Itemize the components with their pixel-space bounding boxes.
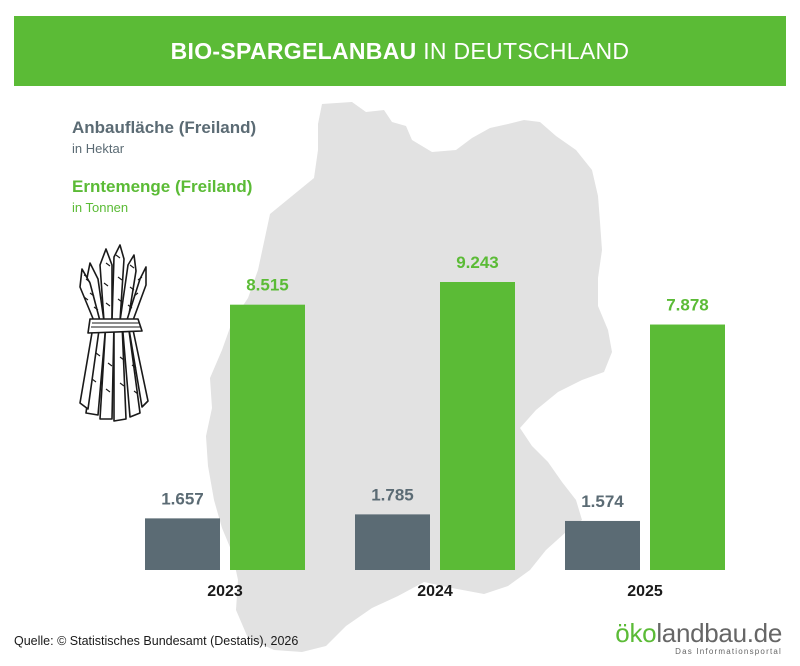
logo-tagline: Das Informationsportal — [675, 647, 782, 656]
bar-harvest-2023 — [230, 304, 305, 570]
title-rest: IN DEUTSCHLAND — [423, 37, 630, 64]
year-label-2023: 2023 — [207, 583, 243, 600]
title-bold: BIO-SPARGELANBAU — [170, 37, 417, 64]
legend-area-label: Anbaufläche (Freiland) — [72, 118, 257, 137]
bar-harvest-2024 — [440, 282, 515, 570]
asparagus-bundle-icon — [79, 244, 149, 422]
logo-wordmark: ökolandbau.de — [615, 620, 782, 646]
bar-area-2024 — [355, 514, 430, 570]
logo-part-landbau: landbau.de — [656, 618, 782, 648]
bar-area-2025 — [565, 520, 640, 570]
year-label-2024: 2024 — [417, 583, 453, 600]
legend-harvest-label: Erntemenge (Freiland) — [72, 177, 253, 196]
year-label-2025: 2025 — [627, 583, 663, 600]
source-note: Quelle: © Statistisches Bundesamt (Desta… — [14, 634, 299, 648]
oekolandbau-logo[interactable]: ökolandbau.de Das Informationsportal — [615, 620, 782, 656]
title-banner: BIO-SPARGELANBAU IN DEUTSCHLAND — [14, 16, 786, 86]
bar-area-2023 — [145, 518, 220, 570]
bar-harvest-2025 — [650, 324, 725, 570]
logo-part-oko: öko — [615, 618, 657, 648]
legend-area-unit: in Hektar — [72, 141, 125, 156]
value-label-harvest-2025: 7.878 — [666, 296, 709, 315]
legend-harvest-unit: in Tonnen — [72, 200, 129, 215]
legend-harvest: Erntemenge (Freiland) in Tonnen — [72, 177, 252, 215]
value-label-area-2024: 1.785 — [371, 485, 414, 504]
value-label-harvest-2024: 9.243 — [456, 253, 499, 272]
value-label-area-2023: 1.657 — [161, 489, 204, 508]
legend-area: Anbaufläche (Freiland) in Hektar — [72, 118, 256, 156]
value-label-harvest-2023: 8.515 — [246, 276, 289, 295]
value-label-area-2025: 1.574 — [581, 492, 624, 511]
